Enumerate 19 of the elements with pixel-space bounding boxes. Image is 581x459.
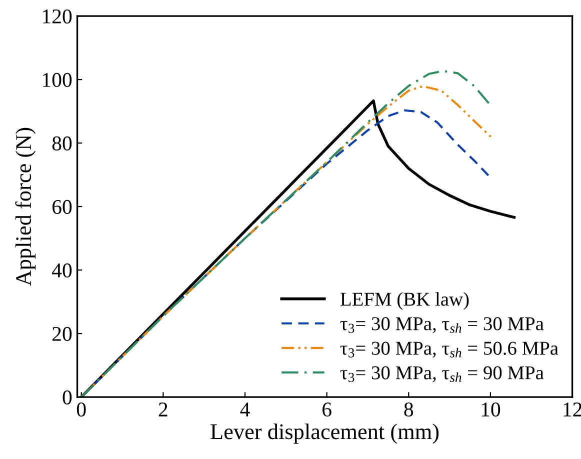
x-tick-label: 6 xyxy=(322,402,332,417)
y-tick-label: 120 xyxy=(42,9,72,24)
x-tick-label: 4 xyxy=(240,402,250,416)
y-tick-label: 20 xyxy=(52,326,72,341)
legend-label: LEFM (BK law) xyxy=(340,292,469,310)
x-tick-label: 2 xyxy=(158,402,168,416)
y-tick-label: 60 xyxy=(52,200,72,214)
y-tick-label: 0 xyxy=(62,390,72,404)
y-tick-label: 80 xyxy=(52,136,72,150)
x-tick-label: 10 xyxy=(482,402,500,417)
y-tick-label: 100 xyxy=(42,72,72,87)
y-tick-label: 40 xyxy=(52,263,72,278)
legend-label: τ$_{3}$= 30 MPa, τ$_{sh}$ = 90 MPa xyxy=(340,366,544,382)
y-axis-title: Applied force (N) xyxy=(15,128,36,286)
x-axis-title: Lever displacement (mm) xyxy=(210,424,439,444)
legend-label: τ$_{3}$= 30 MPa, τ$_{sh}$ = 30 MPa xyxy=(340,317,544,334)
x-tick-label: 0 xyxy=(76,402,86,417)
legend-label: τ$_{3}$= 30 MPa, τ$_{sh}$ = 50.6 MPa xyxy=(340,342,558,358)
x-tick-label: 8 xyxy=(404,402,414,417)
